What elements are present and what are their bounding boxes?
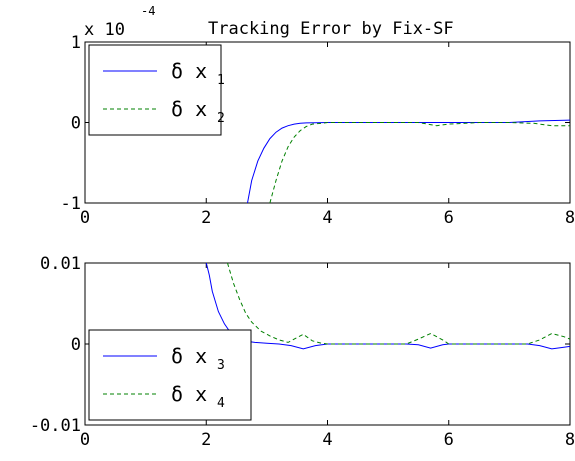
x-tick-label: 4 — [322, 208, 332, 228]
x-tick-label: 0 — [80, 208, 90, 228]
legend-label: δ x — [171, 382, 207, 406]
legend-label: δ x — [171, 344, 207, 368]
legend-label-subscript: 1 — [217, 73, 225, 88]
series-line-x1 — [247, 119, 570, 203]
legend-box — [88, 44, 222, 136]
x-tick-label: 6 — [444, 208, 454, 228]
legend-label-subscript: 4 — [217, 396, 225, 411]
legend-label: δ x — [171, 59, 207, 83]
x-tick-label: 4 — [322, 430, 332, 450]
y-tick-label: 0.01 — [40, 254, 81, 274]
legend-label-subscript: 3 — [217, 358, 225, 373]
y-tick-label: -1 — [61, 194, 81, 214]
legend: δ x 1 δ x 2 — [88, 44, 225, 136]
series-line-x3 — [205, 263, 570, 350]
x-tick-label: 6 — [444, 430, 454, 450]
y-tick-label: -0.01 — [30, 416, 81, 436]
x-tick-label: 0 — [80, 430, 90, 450]
chart-title: Tracking Error by Fix-SF — [208, 19, 454, 39]
axis-scale-label: x 10 — [84, 20, 125, 40]
legend-label-subscript: 2 — [217, 111, 225, 126]
legend-box — [88, 329, 252, 421]
legend-label: δ x — [171, 97, 207, 121]
series-line-x2 — [269, 122, 570, 203]
series-line-x4 — [227, 263, 570, 345]
x-tick-label: 2 — [201, 430, 211, 450]
axis-scale-exponent: -4 — [141, 4, 155, 18]
x-tick-label: 2 — [201, 208, 211, 228]
legend: δ x 3 δ x 4 — [88, 329, 252, 421]
y-tick-label: 0 — [71, 114, 81, 134]
y-tick-label: 0 — [71, 335, 81, 355]
x-tick-label: 8 — [565, 430, 575, 450]
y-tick-label: 1 — [71, 33, 81, 53]
x-tick-label: 8 — [565, 208, 575, 228]
